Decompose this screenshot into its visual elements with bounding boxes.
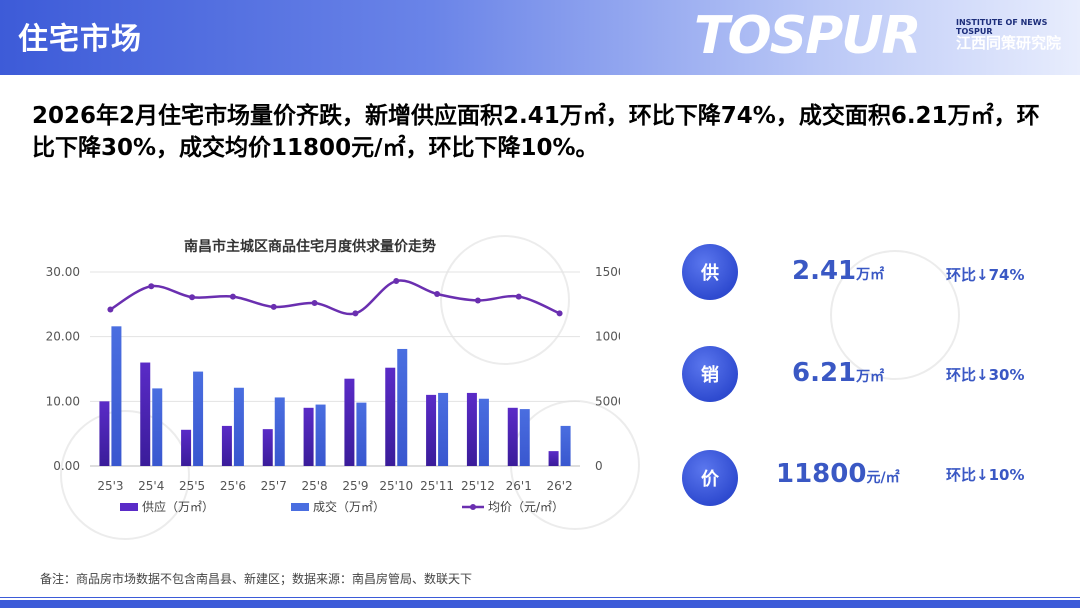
bar-deal [233,387,244,466]
price-point [434,290,441,297]
price-point [515,293,522,300]
x-tick-label: 25'3 [97,479,123,493]
x-tick-label: 25'11 [420,479,454,493]
legend-label-deal: 成交（万㎡） [313,499,385,514]
x-tick-label: 25'10 [379,479,413,493]
y-tick-left: 30.00 [46,265,80,279]
kpi-supply-number: 2.41 [792,256,857,286]
kpi-sales-icon: 销 [682,346,738,402]
watermark-stamp [60,410,190,540]
x-tick-label: 25'6 [220,479,246,493]
bar-deal [560,425,571,466]
x-tick-label: 25'8 [301,479,327,493]
bar-deal [274,397,285,466]
bar-supply [426,394,437,466]
bar-deal [193,371,204,466]
logo-subtitle-en: INSTITUTE OF NEWS TOSPUR [956,18,1048,36]
price-point [107,306,114,313]
x-tick-label: 25'4 [138,479,164,493]
footnote: 备注：商品房市场数据不包含南昌县、新建区；数据来源：南昌房管局、数联天下 [40,572,473,586]
kpi-supply-icon: 供 [682,244,738,300]
kpi-sales-number: 6.21 [792,358,857,388]
footer-bar [0,592,1080,608]
bar-deal [152,388,163,466]
bar-deal [356,402,367,466]
legend-swatch-price-dot [470,504,476,510]
x-tick-label: 25'12 [461,479,495,493]
logo-wordmark: TOSPUR [694,6,922,66]
kpi-sales-value: 6.21万㎡ [792,358,884,388]
supply-demand-price-chart: 0.00 10.00 20.00 30.00 0 5000 10000 15000 25'3 25… [46,265,620,514]
kpi-price-icon: 价 [682,450,738,506]
page-title: 住宅市场 [18,22,142,57]
tospur-logo: TOSPUR INSTITUTE OF NEWS TOSPUR 江西同策研究院 [694,6,1074,68]
y-tick-right: 15000 [595,265,620,279]
bar-supply [303,407,314,466]
bar-supply [507,407,518,466]
price-point [556,310,563,317]
watermark-stamp [830,250,960,380]
kpi-supply-unit: 万㎡ [856,267,885,283]
watermark-stamp [440,235,570,365]
price-point [352,310,359,317]
kpi-price-number: 11800 [776,459,867,489]
header-bar: 住宅市场 TOSPUR INSTITUTE OF NEWS TOSPUR 江西同… [0,0,1080,75]
price-line [109,279,561,316]
x-tick-label: 26'2 [546,479,572,493]
legend-swatch-supply [120,503,138,511]
y-tick-left: 10.00 [46,394,80,408]
kpi-sales-change: 环比↓30% [946,366,1025,384]
price-point [189,294,196,301]
bar-supply [385,367,396,466]
bar-deal [397,348,408,466]
bar-supply [344,378,355,466]
summary-headline: 2026年2月住宅市场量价齐跌，新增供应面积2.41万㎡，环比下降74%，成交面… [32,103,1040,161]
bar-deal [478,398,489,466]
bar-supply [181,429,192,466]
x-tick-label: 25'7 [261,479,287,493]
price-point [148,283,155,290]
legend-swatch-deal [291,503,309,511]
kpi-supply-change: 环比↓74% [946,266,1025,284]
x-tick-label: 25'5 [179,479,205,493]
y-tick-right: 10000 [595,330,620,344]
kpi-price-unit: 元/㎡ [866,470,900,486]
bar-supply [221,425,232,466]
price-point [474,297,481,304]
x-tick-label: 26'1 [506,479,532,493]
bar-deal [519,409,530,466]
legend-label-price: 均价（元/㎡） [488,500,564,514]
kpi-sales-unit: 万㎡ [856,369,885,385]
bar-supply [262,429,273,466]
y-tick-right: 0 [595,459,603,473]
kpi-price-value: 11800元/㎡ [776,459,900,489]
x-tick-label: 25'9 [342,479,368,493]
price-point [229,293,236,300]
price-point [270,303,277,310]
price-point [393,278,400,285]
y-tick-left: 20.00 [46,330,80,344]
bar-supply [466,392,477,466]
bar-supply [140,362,151,466]
kpi-supply-value: 2.41万㎡ [792,256,884,286]
y-tick-left: 0.00 [53,459,80,473]
y-tick-right: 5000 [595,394,620,408]
bar-supply [548,451,559,466]
legend-label-supply: 供应（万㎡） [142,499,214,514]
bar-deal [438,392,449,466]
chart-title: 南昌市主城区商品住宅月度供求量价走势 [184,239,436,255]
bar-supply [99,401,110,466]
bar-deal [111,326,122,466]
bar-deal [315,404,326,466]
logo-subtitle-cn: 江西同策研究院 [956,34,1062,52]
kpi-price-change: 环比↓10% [946,466,1025,484]
price-point [311,300,318,307]
